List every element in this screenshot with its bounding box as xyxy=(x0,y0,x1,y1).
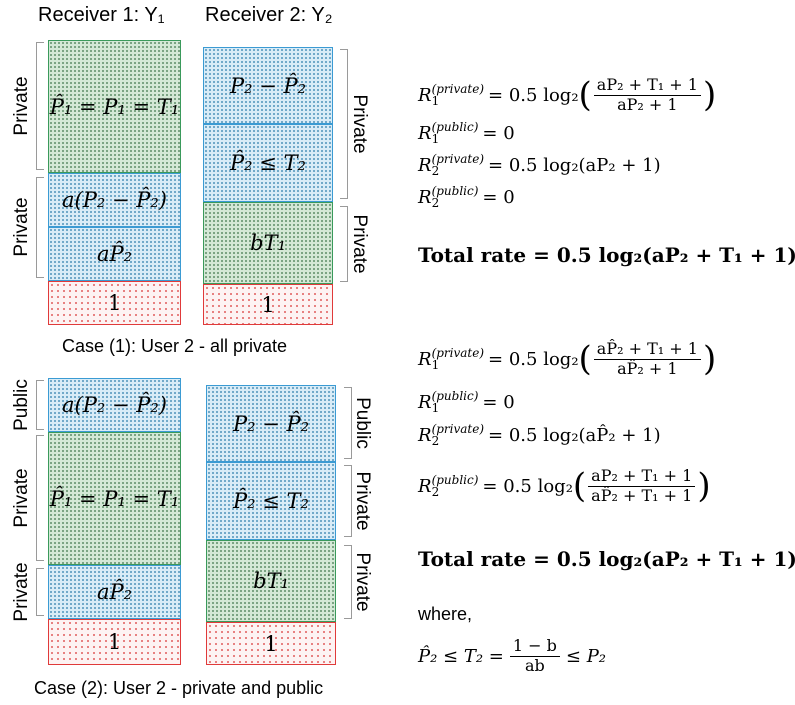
case1-col1-block-p1: P̂₁ = P₁ = T₁ xyxy=(48,40,181,173)
case2-col2-block-p2-diff: P₂ − P̂₂ xyxy=(206,385,336,462)
case1-col2-block-p2hat: P̂₂ ≤ T₂ xyxy=(203,124,333,202)
case1-col2-block-p2-diff: P₂ − P̂₂ xyxy=(203,47,333,124)
case1-col2-label-private-bottom: Private xyxy=(349,214,370,274)
case2-col2-brace-private-mid xyxy=(344,465,352,537)
case1-eq-r2-private: R (private) 2 = 0.5 log₂(aP₂ + 1) xyxy=(418,152,661,178)
case2-col1-brace-private-top xyxy=(36,435,44,561)
case2-total-rate: Total rate = 0.5 log₂(aP₂ + T₁ + 1) xyxy=(418,547,795,571)
case2-eq-r1-private: R (private) 1 = 0.5 log₂ ( aP̂₂ + T₁ + 1 aP… xyxy=(418,339,717,379)
case1-col1-label-private-top: Private xyxy=(11,76,32,136)
case2-col1-block-p1: P̂₁ = P₁ = T₁ xyxy=(48,432,181,565)
case2-col2-label-private-mid: Private xyxy=(352,471,373,531)
case2-caption: Case (2): User 2 - private and public xyxy=(34,678,324,698)
case2-eq-r1-public: R (public) 1 = 0 xyxy=(418,389,515,415)
case1-total-rate: Total rate = 0.5 log₂(aP₂ + T₁ + 1) xyxy=(418,243,795,267)
case2-col2-block-noise: 1 xyxy=(206,622,336,665)
case1-col1-block-noise: 1 xyxy=(48,281,181,325)
case1-eq-r1-public: R (public) 1 = 0 xyxy=(418,120,515,146)
case2-col1-block-a-p2-diff: a(P₂ − P̂₂) xyxy=(48,378,181,432)
case2-col2-brace-public xyxy=(344,387,352,459)
case1-eq-r1-private: R (private) 1 = 0.5 log₂ ( aP₂ + T₁ + 1 aP₂… xyxy=(418,75,717,115)
case2-eq-r2-public: R (public) 2 = 0.5 log₂ ( aP₂ + T₁ + 1 aP̂₂… xyxy=(418,466,711,506)
case2-col2-block-p2hat: P̂₂ ≤ T₂ xyxy=(206,462,336,540)
case2-col2-block-bt1: bT₁ xyxy=(206,540,336,622)
receiver2-header: Receiver 2: Y₂ xyxy=(205,4,333,26)
case1-col2-label-private-top: Private xyxy=(349,94,370,154)
case1-col2-block-bt1: bT₁ xyxy=(203,202,333,284)
case2-col1-label-private-top: Private xyxy=(11,468,32,528)
case2-col1-label-private-bottom: Private xyxy=(11,562,32,622)
case1-eq-r2-public: R (public) 2 = 0 xyxy=(418,184,515,210)
where-label: where, xyxy=(418,604,473,624)
case1-caption: Case (1): User 2 - all private xyxy=(62,336,288,356)
case2-col1-block-a-p2hat: aP̂₂ xyxy=(48,565,181,619)
case2-eq-r2-private: R (private) 2 = 0.5 log₂(aP̂₂ + 1) xyxy=(418,422,661,448)
case2-col2-label-public: Public xyxy=(352,397,373,449)
case1-col1-block-a-p2-diff: a(P₂ − P̂₂) xyxy=(48,173,181,227)
case2-col1-block-noise: 1 xyxy=(48,619,181,665)
case2-col1-label-public: Public xyxy=(11,379,32,431)
case1-col2-brace-bottom xyxy=(340,206,348,282)
case1-col1-brace-top xyxy=(36,42,44,170)
case2-col1-brace-private-bottom xyxy=(36,568,44,616)
case2-col1-brace-public xyxy=(36,380,44,430)
case1-col1-label-private-bottom: Private xyxy=(11,197,32,257)
threshold-equation: P̂₂ ≤ T₂ = 1 − b ab ≤ P₂ xyxy=(418,636,607,675)
case1-col2-block-noise: 1 xyxy=(203,284,333,325)
case2-col2-label-private-bottom: Private xyxy=(352,552,373,612)
receiver1-header: Receiver 1: Y₁ xyxy=(38,4,165,26)
case1-col1-block-a-p2hat: aP̂₂ xyxy=(48,227,181,281)
case1-col2-brace-top xyxy=(340,49,348,199)
case2-col2-brace-private-bottom xyxy=(344,545,352,619)
case1-col1-brace-bottom xyxy=(36,177,44,278)
